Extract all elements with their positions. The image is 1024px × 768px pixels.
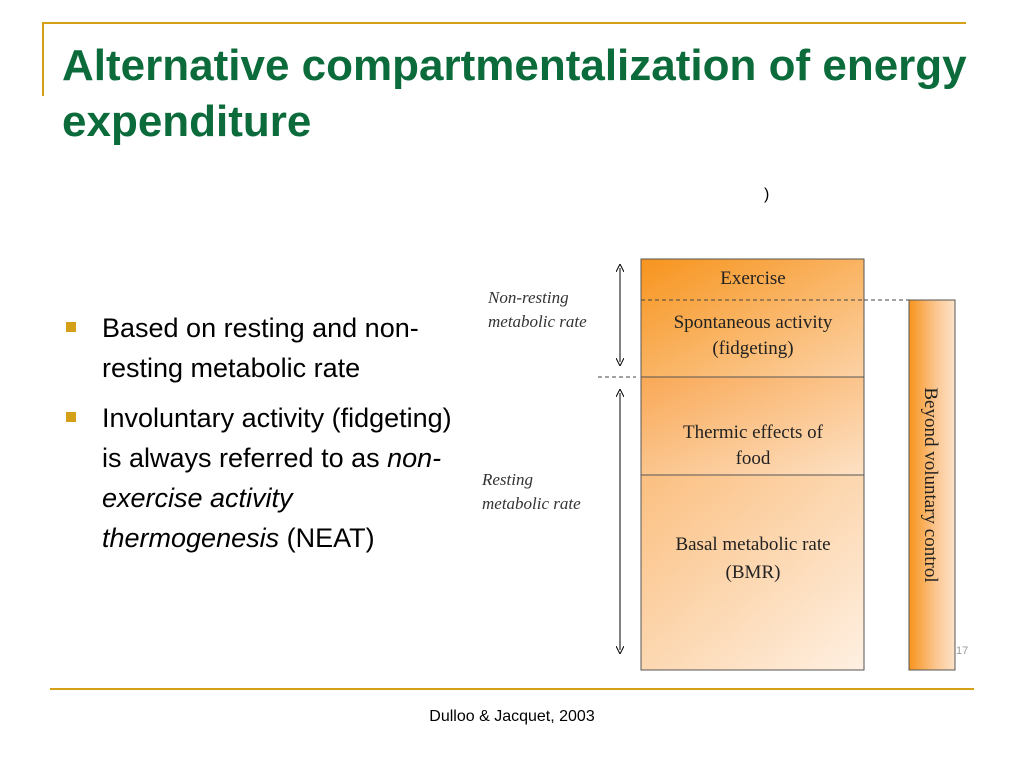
bullet-text: Based on resting and non-resting metabol… — [102, 313, 419, 383]
bullet-italic-term: non-exercise activity thermogenesis — [102, 443, 442, 553]
slide-title: Alternative compartmentalization of ener… — [62, 41, 967, 146]
slide-number: 17 — [956, 645, 969, 657]
block-thermic — [640, 376, 865, 476]
bmr-label-line2: (BMR) — [726, 562, 781, 583]
resting-label-line1: Resting — [481, 470, 533, 489]
bullet-text: Involuntary activity (fidgeting) is alwa… — [102, 403, 452, 553]
spontaneous-label-line1: Spontaneous activity — [674, 312, 833, 333]
energy-diagram: Exercise Spontaneous activity (fidgeting… — [481, 258, 956, 671]
bullet-item: Involuntary activity (fidgeting) is alwa… — [62, 398, 462, 558]
bullet-square-icon — [66, 412, 76, 422]
block-labels: Exercise Spontaneous activity (fidgeting… — [674, 268, 833, 583]
exercise-label: Exercise — [720, 268, 785, 289]
bullet-list: Based on resting and non-resting metabol… — [62, 308, 462, 568]
bullet-square-icon — [66, 322, 76, 332]
bmr-label-line1: Basal metabolic rate — [675, 534, 830, 555]
stray-text: ) — [764, 186, 770, 203]
resting-label-line2: metabolic rate — [482, 494, 581, 513]
bullet-item: Based on resting and non-resting metabol… — [62, 308, 462, 388]
thermic-label-line2: food — [736, 448, 771, 469]
citation: Dulloo & Jacquet, 2003 — [429, 708, 595, 725]
non-resting-label-line1: Non-resting — [487, 288, 569, 307]
block-stack — [598, 258, 910, 671]
top-rule — [42, 22, 966, 24]
block-bmr — [640, 474, 865, 671]
voluntary-control-bar — [908, 299, 956, 671]
spontaneous-label-line2: (fidgeting) — [712, 338, 793, 359]
bullet-text-part: Involuntary activity (fidgeting) is alwa… — [102, 403, 452, 473]
left-rule — [42, 22, 44, 96]
voluntary-control-label: Beyond voluntary control — [920, 387, 941, 582]
non-resting-label-line2: metabolic rate — [488, 312, 587, 331]
block-exercise-spontaneous — [640, 258, 865, 378]
bottom-rule — [50, 688, 974, 690]
bullet-text-part: (NEAT) — [279, 523, 375, 553]
side-labels: Non-resting metabolic rate Resting metab… — [481, 288, 587, 513]
thermic-label-line1: Thermic effects of — [683, 422, 824, 443]
